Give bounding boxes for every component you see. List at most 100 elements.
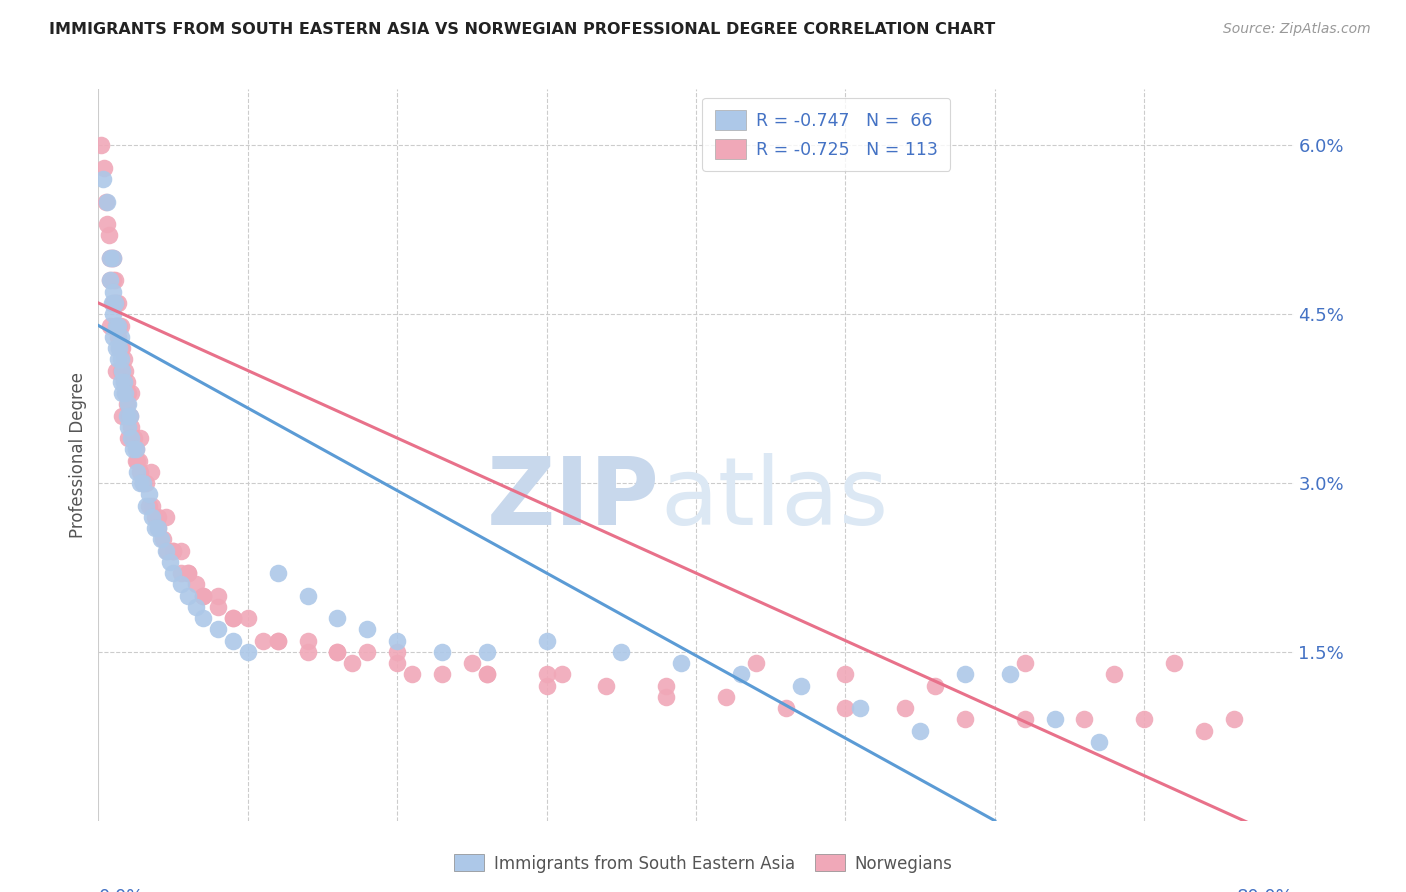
Point	[908, 723, 931, 738]
Point	[430, 645, 453, 659]
Point	[475, 645, 498, 659]
Text: Source: ZipAtlas.com: Source: ZipAtlas.com	[1223, 22, 1371, 37]
Point	[1104, 667, 1126, 681]
Point	[139, 465, 162, 479]
Point	[117, 397, 139, 411]
Point	[118, 409, 141, 423]
Point	[96, 217, 118, 231]
Point	[129, 476, 152, 491]
Point	[356, 645, 378, 659]
Point	[714, 690, 737, 704]
Point	[356, 623, 378, 637]
Point	[112, 375, 135, 389]
Point	[385, 656, 409, 670]
Point	[148, 521, 170, 535]
Point	[169, 566, 191, 580]
Point	[267, 566, 290, 580]
Point	[267, 633, 290, 648]
Point	[141, 499, 163, 513]
Point	[156, 543, 179, 558]
Point	[162, 566, 184, 580]
Text: ZIP: ZIP	[488, 453, 661, 545]
Point	[297, 589, 319, 603]
Point	[236, 611, 259, 625]
Point	[475, 667, 498, 681]
Point	[1043, 712, 1066, 726]
Point	[111, 386, 134, 401]
Point	[107, 330, 129, 344]
Point	[595, 679, 617, 693]
Point	[120, 419, 142, 434]
Point	[132, 476, 155, 491]
Point	[105, 363, 128, 377]
Point	[385, 633, 409, 648]
Text: atlas: atlas	[661, 453, 889, 545]
Point	[138, 487, 160, 501]
Point	[96, 194, 118, 209]
Point	[669, 656, 692, 670]
Point	[108, 318, 131, 333]
Point	[162, 543, 184, 558]
Point	[125, 453, 148, 467]
Point	[953, 667, 976, 681]
Point	[125, 442, 148, 457]
Point	[124, 431, 146, 445]
Point	[94, 194, 117, 209]
Point	[430, 667, 453, 681]
Point	[98, 318, 122, 333]
Text: 80.0%: 80.0%	[1237, 888, 1294, 892]
Point	[143, 521, 166, 535]
Point	[536, 633, 558, 648]
Point	[1014, 656, 1036, 670]
Point	[953, 712, 976, 726]
Point	[110, 375, 132, 389]
Point	[385, 645, 409, 659]
Point	[297, 645, 319, 659]
Point	[98, 273, 122, 287]
Point	[297, 633, 319, 648]
Point	[475, 667, 498, 681]
Point	[101, 296, 124, 310]
Point	[104, 273, 127, 287]
Point	[775, 701, 797, 715]
Point	[115, 375, 138, 389]
Point	[1014, 712, 1036, 726]
Point	[110, 363, 132, 377]
Point	[110, 318, 132, 333]
Point	[125, 442, 148, 457]
Point	[1073, 712, 1095, 726]
Point	[103, 296, 125, 310]
Point	[141, 509, 163, 524]
Point	[115, 397, 138, 411]
Point	[342, 656, 364, 670]
Point	[111, 409, 134, 423]
Point	[127, 465, 149, 479]
Point	[1088, 735, 1111, 749]
Point	[326, 611, 349, 625]
Point	[177, 566, 200, 580]
Point	[128, 453, 150, 467]
Point	[184, 599, 207, 614]
Point	[121, 431, 143, 445]
Point	[550, 667, 572, 681]
Point	[105, 318, 128, 333]
Point	[401, 667, 423, 681]
Text: 0.0%: 0.0%	[98, 888, 143, 892]
Legend: R = -0.747   N =  66, R = -0.725   N = 113: R = -0.747 N = 66, R = -0.725 N = 113	[703, 98, 950, 171]
Point	[655, 679, 678, 693]
Point	[120, 431, 142, 445]
Point	[112, 375, 135, 389]
Point	[107, 352, 129, 367]
Point	[655, 690, 678, 704]
Point	[108, 341, 131, 355]
Point	[148, 509, 170, 524]
Point	[169, 577, 191, 591]
Point	[129, 431, 152, 445]
Point	[849, 701, 872, 715]
Point	[98, 273, 122, 287]
Point	[610, 645, 633, 659]
Point	[135, 476, 157, 491]
Point	[110, 341, 132, 355]
Point	[536, 667, 558, 681]
Point	[1192, 723, 1215, 738]
